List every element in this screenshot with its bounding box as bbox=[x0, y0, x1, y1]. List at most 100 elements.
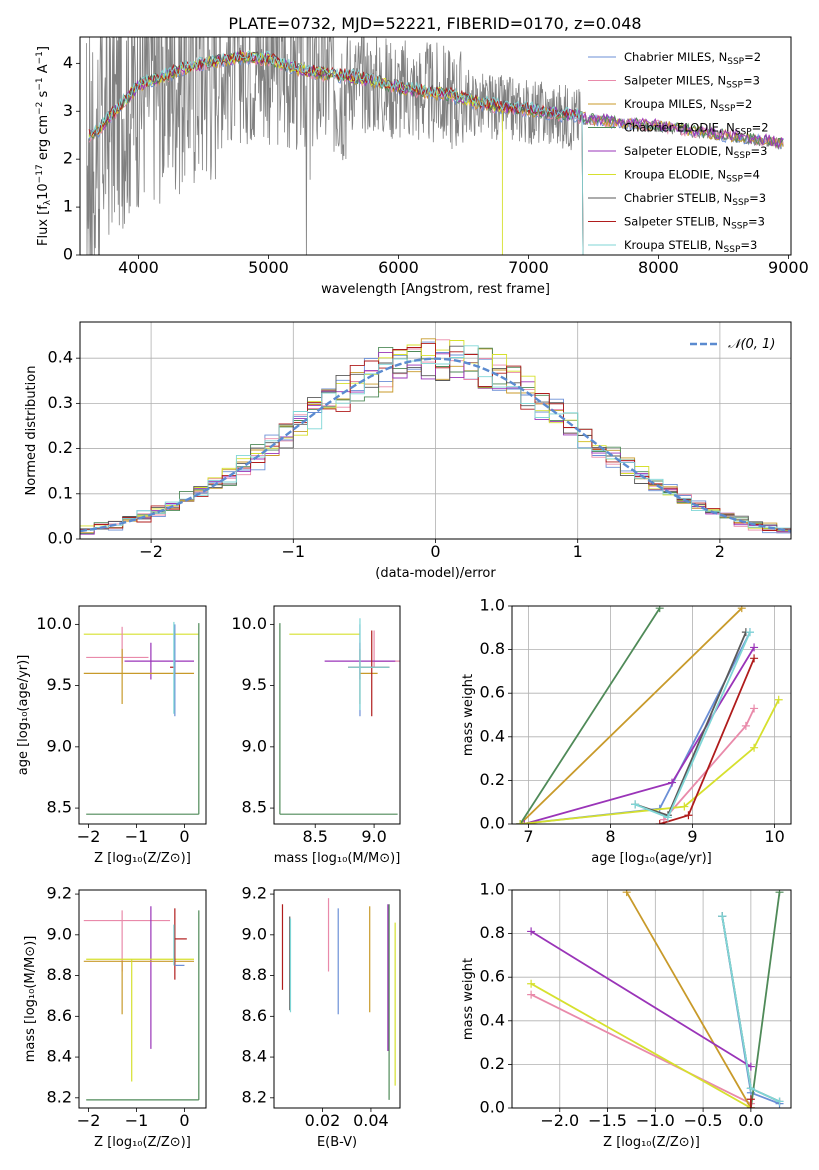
x-tick-label: 7 bbox=[523, 827, 533, 846]
weight-line bbox=[519, 607, 743, 824]
plot-area bbox=[86, 37, 784, 255]
errorbar-point bbox=[348, 618, 390, 711]
plots-layer: 4000 5000 6000 7000 8000 900001234wavelength … bbox=[16, 36, 809, 1150]
legend-entry: Kroupa STELIB, NSSP=3 bbox=[624, 238, 757, 255]
y-tick-label: 0.3 bbox=[48, 393, 73, 412]
y-tick-label: 0.2 bbox=[480, 1054, 505, 1073]
weight-line bbox=[750, 892, 781, 1108]
weight-marker bbox=[668, 778, 677, 787]
x-axis-label: Z [log₁₀(Z/Z⊙)] bbox=[94, 851, 191, 866]
y-tick-label: 0.8 bbox=[480, 639, 505, 658]
x-tick-label: −1.5 bbox=[588, 1111, 627, 1130]
x-tick-label: 2 bbox=[715, 542, 725, 561]
axes-frame bbox=[511, 889, 792, 1109]
y-tick-label: 8.5 bbox=[47, 798, 72, 817]
weight-series bbox=[516, 695, 783, 824]
axes-frame bbox=[78, 889, 207, 1109]
x-tick-label: 0.0 bbox=[738, 1111, 763, 1130]
weight-marker bbox=[527, 927, 536, 936]
y-tick-label: 9.5 bbox=[47, 675, 72, 694]
weight-line bbox=[530, 930, 752, 1068]
axes: 7 8 9 10 0.0 0.2 0.4 0.6 0.8 1.0 age [log₁₀(age/yr… bbox=[461, 596, 792, 866]
y-tick-label: 0.2 bbox=[48, 438, 73, 457]
x-tick-label: −0.5 bbox=[684, 1111, 723, 1130]
y-tick-label: 10.0 bbox=[36, 614, 72, 633]
axes: −2 −1 0 8.5 9.0 9.5 10.0 Z [log₁₀(Z/Z⊙)] age [lo… bbox=[16, 605, 207, 866]
x-axis-label: Z [log₁₀(Z/Z⊙)] bbox=[94, 1135, 191, 1150]
weight-marker bbox=[516, 820, 525, 824]
y-axis-label: mass weight bbox=[461, 958, 476, 1040]
weight-marker bbox=[527, 990, 536, 999]
axes-frame bbox=[273, 605, 401, 825]
weight-marker bbox=[631, 800, 640, 809]
y-axis-label: mass weight bbox=[461, 674, 476, 756]
plot-area bbox=[83, 906, 200, 1101]
legend-entry: Kroupa ELODIE, NSSP=4 bbox=[624, 168, 760, 185]
x-tick-label: 9000 bbox=[768, 258, 809, 277]
x-tick-label: 0 bbox=[179, 1111, 189, 1130]
y-axis-label: Normed distribution bbox=[24, 366, 39, 496]
x-tick-label: 0 bbox=[179, 827, 189, 846]
y-axis-label: age [log₁₀(age/yr)] bbox=[16, 655, 31, 776]
x-tick-label: 6000 bbox=[378, 258, 419, 277]
x-tick-label: −2.0 bbox=[540, 1111, 579, 1130]
y-tick-label: 0.4 bbox=[480, 726, 505, 745]
weight-marker bbox=[655, 606, 664, 613]
weight-marker bbox=[750, 643, 759, 652]
weight-line bbox=[520, 631, 751, 824]
errorbar-point bbox=[174, 908, 187, 980]
axes-frame bbox=[273, 889, 401, 1109]
weight-marker bbox=[718, 912, 727, 921]
axes: 0.02 0.04 8.2 8.4 8.6 8.8 9.0 9.2 E(B-V) bbox=[242, 884, 401, 1150]
plot-area bbox=[279, 618, 400, 815]
weight-marker bbox=[775, 1097, 784, 1106]
weight-marker bbox=[737, 606, 746, 613]
plot-area bbox=[516, 606, 783, 824]
weight-marker bbox=[775, 890, 784, 897]
y-tick-label: 3 bbox=[63, 101, 73, 120]
y-tick-label: 10.0 bbox=[231, 614, 267, 633]
errorbar-point bbox=[86, 910, 200, 1101]
y-tick-label: 8.2 bbox=[47, 1087, 72, 1106]
residual-histogram bbox=[80, 342, 791, 531]
y-tick-label: 0.6 bbox=[480, 967, 505, 986]
axes: −2.0 −1.5 −1.0 −0.5 0.0 0.0 0.2 0.4 0.6 0.8 1.0 Z [… bbox=[461, 880, 792, 1150]
weight-line bbox=[625, 891, 752, 1108]
panel-age_vs_mass: 8.5 9.0 8.5 9.0 9.5 10.0 mass [log₁₀(M/M⊙)] bbox=[231, 605, 401, 866]
panel-weight_vs_age: 7 8 9 10 0.0 0.2 0.4 0.6 0.8 1.0 age [log₁₀(age/yr… bbox=[461, 596, 792, 866]
y-tick-label: 0.2 bbox=[480, 770, 505, 789]
weight-series bbox=[516, 606, 664, 824]
y-tick-label: 8.6 bbox=[47, 1006, 72, 1025]
y-tick-label: 9.2 bbox=[242, 884, 267, 903]
x-tick-label: 0 bbox=[430, 542, 440, 561]
weight-marker bbox=[774, 695, 783, 704]
weight-series bbox=[516, 628, 754, 824]
axes: −2 −1 0 8.2 8.4 8.6 8.8 9.0 9.2 Z [log₁₀(Z/Z⊙)] ma… bbox=[23, 884, 207, 1150]
x-tick-label: 0.04 bbox=[353, 1111, 389, 1130]
x-tick-label: 9.0 bbox=[361, 827, 386, 846]
y-tick-label: 8.5 bbox=[242, 798, 267, 817]
y-tick-label: 0.0 bbox=[48, 529, 73, 548]
errorbar-point bbox=[83, 910, 171, 972]
weight-series bbox=[631, 628, 754, 822]
model-spectrum-line bbox=[88, 50, 584, 255]
x-axis-label: (data-model)/error bbox=[375, 566, 496, 581]
errorbar-point bbox=[373, 630, 400, 668]
weight-marker bbox=[680, 802, 689, 811]
y-axis-label: Flux [fλ10−17 erg cm−2 s−1 A−1] bbox=[35, 46, 53, 246]
panel-residuals: −2 −1 0 1 2 0.0 0.1 0.2 0.3 0.4 (data-model)/error… bbox=[24, 321, 792, 581]
weight-marker bbox=[622, 890, 631, 897]
panel-spectrum: 4000 5000 6000 7000 8000 9000 0 1 2 3 4 wavelength … bbox=[35, 36, 809, 297]
plot-area bbox=[83, 621, 200, 815]
plot-area bbox=[527, 890, 784, 1108]
weight-line bbox=[530, 982, 752, 1108]
y-tick-label: 8.2 bbox=[242, 1087, 267, 1106]
panel-mass_vs_ebv: 0.02 0.04 8.2 8.4 8.6 8.8 9.0 9.2 E(B-V) bbox=[242, 884, 401, 1150]
weight-series bbox=[746, 1095, 755, 1108]
y-tick-label: 0.4 bbox=[480, 1010, 505, 1029]
weight-series bbox=[631, 628, 750, 820]
y-tick-label: 0 bbox=[63, 245, 73, 264]
y-tick-label: 1 bbox=[63, 197, 73, 216]
panel-mass_vs_Z: −2 −1 0 8.2 8.4 8.6 8.8 9.0 9.2 Z [log₁₀(Z/Z⊙)] ma… bbox=[23, 884, 207, 1150]
